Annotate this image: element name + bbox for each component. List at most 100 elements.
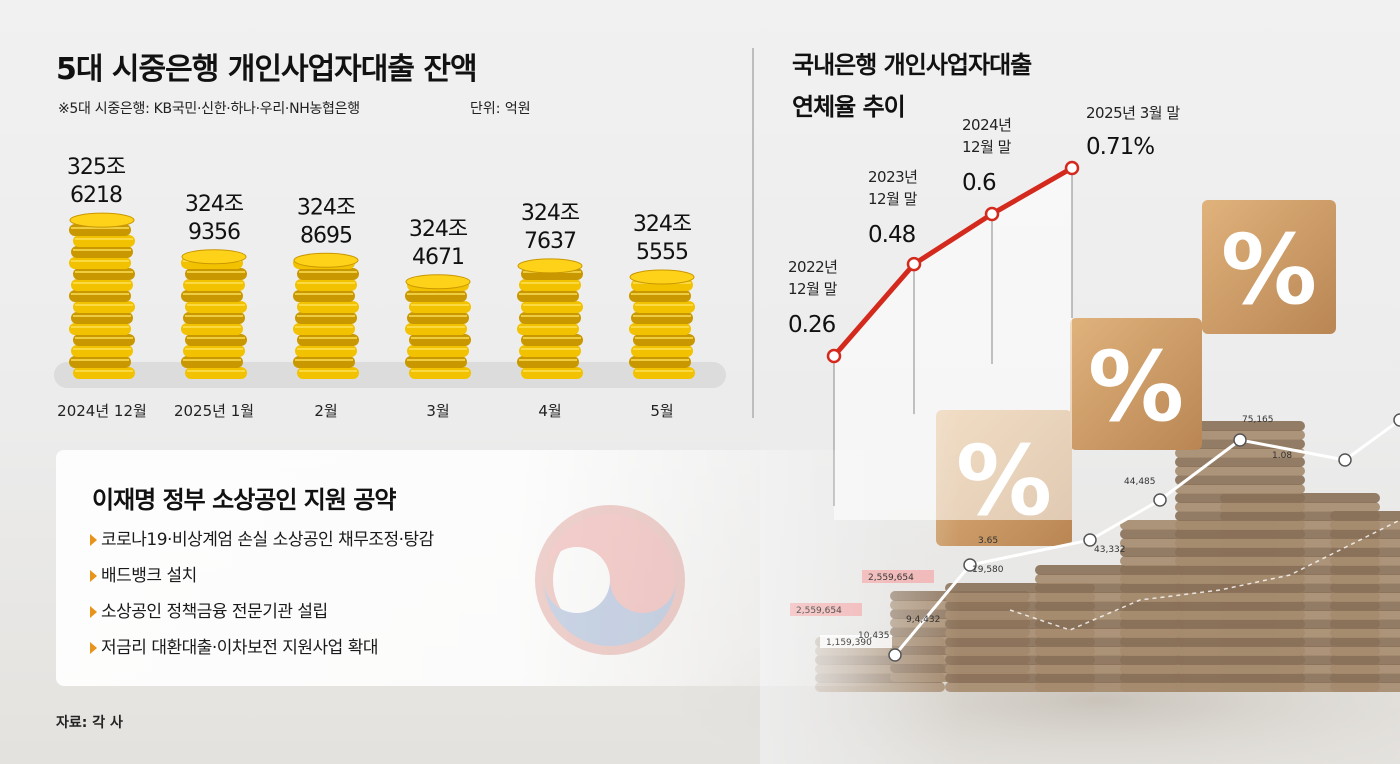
coin-highlight bbox=[75, 337, 133, 339]
coin-highlight bbox=[73, 348, 131, 350]
coin-highlight bbox=[299, 337, 357, 339]
bar-value-label: 324조 bbox=[185, 192, 244, 217]
coin-highlight bbox=[73, 282, 131, 284]
coin-highlight bbox=[407, 326, 465, 328]
coin-highlight bbox=[407, 359, 465, 361]
bar-value-label: 8695 bbox=[300, 223, 352, 248]
bar-value-label: 324조 bbox=[297, 195, 356, 220]
coin-highlight bbox=[75, 370, 133, 372]
section-divider bbox=[752, 48, 754, 418]
coin-highlight bbox=[295, 293, 353, 295]
x-tick-label: 12월 말 bbox=[962, 138, 1012, 156]
coin-layer bbox=[1175, 592, 1305, 602]
coin-layer bbox=[1175, 502, 1305, 512]
coin-highlight bbox=[297, 348, 355, 350]
loan-balance-coin-chart: 325조 6218 2024년 12월 324조 9356 2025년 1월 324조 869… bbox=[54, 155, 726, 420]
unit-label: 단위: 억원 bbox=[470, 101, 531, 117]
coin-highlight bbox=[75, 271, 133, 273]
percent-icon: % bbox=[1088, 331, 1184, 443]
bar-value-label: 6218 bbox=[70, 183, 122, 208]
coin-highlight bbox=[523, 370, 581, 372]
coin-highlight bbox=[519, 359, 577, 361]
x-tick-label: 2022년 bbox=[788, 258, 837, 276]
coin-highlight bbox=[519, 293, 577, 295]
coin-highlight bbox=[295, 326, 353, 328]
coin-highlight bbox=[635, 337, 693, 339]
coin-highlight bbox=[75, 304, 133, 306]
coin-highlight bbox=[519, 326, 577, 328]
pledge-item: 배드뱅크 설치 bbox=[90, 564, 434, 600]
x-tick-label: 4월 bbox=[538, 402, 561, 420]
coin-highlight bbox=[411, 304, 469, 306]
coin-top bbox=[629, 269, 695, 285]
pledge-item: 저금리 대환대출·이차보전 지원사업 확대 bbox=[90, 636, 434, 672]
coin-layer bbox=[1330, 664, 1400, 674]
ticker-dot bbox=[1233, 433, 1247, 447]
coin-layer bbox=[1175, 601, 1305, 611]
coin-layer bbox=[1175, 547, 1305, 557]
coin-highlight bbox=[409, 348, 467, 350]
coin-highlight bbox=[71, 326, 129, 328]
x-tick-label: 2024년 bbox=[962, 116, 1011, 134]
ticker-dot bbox=[963, 558, 977, 572]
coin-highlight bbox=[183, 326, 241, 328]
coin-highlight bbox=[635, 304, 693, 306]
coin-highlight bbox=[633, 315, 691, 317]
coin-layer bbox=[1330, 583, 1400, 593]
coin-layer bbox=[1330, 574, 1400, 584]
coin-layer bbox=[1175, 619, 1305, 629]
source-credit: 자료: 각 사 bbox=[56, 715, 123, 731]
coin-top bbox=[517, 258, 583, 274]
coin-layer bbox=[1175, 682, 1305, 692]
ticker-value: 43,332 bbox=[1094, 545, 1126, 555]
arrow-bullet-icon bbox=[90, 642, 97, 654]
coin-layer bbox=[1330, 565, 1400, 575]
coin-layer bbox=[1330, 610, 1400, 620]
data-value-label: 0.48 bbox=[868, 222, 916, 248]
coin-highlight bbox=[185, 348, 243, 350]
coin-highlight bbox=[521, 282, 579, 284]
x-tick-label: 2025년 1월 bbox=[174, 402, 254, 420]
coin-layer bbox=[1175, 421, 1305, 431]
coin-highlight bbox=[183, 293, 241, 295]
coin-highlight bbox=[73, 249, 131, 251]
coin-layer bbox=[1175, 448, 1305, 458]
bar-value-label: 324조 bbox=[409, 217, 468, 242]
coin-stack-bar bbox=[69, 212, 135, 379]
coin-top bbox=[181, 249, 247, 265]
x-tick-label: 2023년 bbox=[868, 168, 917, 186]
coin-highlight bbox=[71, 227, 129, 229]
coin-highlight bbox=[521, 348, 579, 350]
coin-highlight bbox=[631, 359, 689, 361]
coin-highlight bbox=[187, 337, 245, 339]
coin-layer bbox=[1330, 529, 1400, 539]
coin-highlight bbox=[75, 238, 133, 240]
coin-highlight bbox=[183, 359, 241, 361]
bar-value-label: 324조 bbox=[633, 212, 692, 237]
ticker-value: 75,165 bbox=[1242, 415, 1274, 425]
coin-stack-bar bbox=[517, 258, 583, 379]
delinquency-chart-title: 국내은행 개인사업자대출 연체율 추이 bbox=[792, 44, 1032, 128]
coin-layer bbox=[1330, 673, 1400, 683]
coin-layer bbox=[1175, 673, 1305, 683]
coin-stack-bar bbox=[181, 249, 247, 379]
ticker-value: 9,4,432 bbox=[906, 615, 940, 625]
coin-layer bbox=[1330, 682, 1400, 692]
pledge-list: 코로나19·비상계엄 손실 소상공인 채무조정·탕감 배드뱅크 설치 소상공인 … bbox=[90, 528, 434, 672]
coin-top bbox=[69, 212, 135, 228]
coin-layer bbox=[1330, 538, 1400, 548]
x-tick-label: 5월 bbox=[650, 402, 673, 420]
coin-highlight bbox=[411, 370, 469, 372]
coin-highlight bbox=[635, 370, 693, 372]
delinquency-series-line bbox=[832, 165, 1074, 358]
pledge-text: 코로나19·비상계엄 손실 소상공인 채무조정·탕감 bbox=[101, 530, 434, 550]
pledge-title: 이재명 정부 소상공인 지원 공약 bbox=[92, 486, 396, 514]
ticker-dashed-line bbox=[1009, 519, 1400, 631]
wooden-cube bbox=[1202, 200, 1336, 334]
coin-layer bbox=[1330, 547, 1400, 557]
x-tick-label: 2025년 3월 말 bbox=[1086, 104, 1180, 122]
coin-stack-bar bbox=[629, 269, 695, 379]
coin-layer bbox=[1175, 475, 1305, 485]
coin-highlight bbox=[71, 359, 129, 361]
coin-highlight bbox=[185, 315, 243, 317]
